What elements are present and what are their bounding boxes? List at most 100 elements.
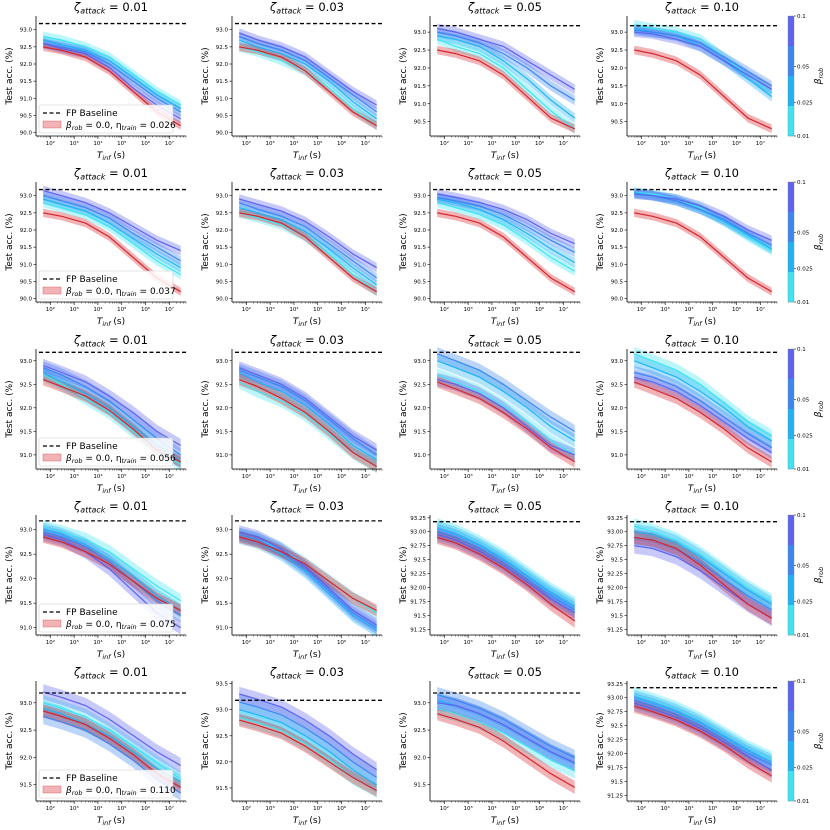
band-series-0 bbox=[239, 42, 377, 130]
y-tick-label: 93.0 bbox=[20, 528, 33, 534]
y-tick-label: 91.0 bbox=[20, 96, 33, 102]
legend-red-swatch bbox=[42, 286, 62, 295]
x-axis-label: Tinf (s) bbox=[491, 317, 519, 328]
panel-title: ζattack = 0.10 bbox=[664, 333, 739, 349]
band-series-0 bbox=[437, 707, 575, 794]
x-tick-label: 10⁶ bbox=[141, 639, 151, 646]
x-tick-label: 10⁴ bbox=[289, 639, 299, 646]
x-tick-label: 10⁷ bbox=[559, 473, 568, 480]
band-series-0 bbox=[239, 208, 377, 296]
y-tick-label: 90.5 bbox=[20, 279, 33, 285]
x-tick-label: 10³ bbox=[70, 473, 79, 480]
colorbar-segment bbox=[788, 106, 794, 137]
y-tick-label: 92.5 bbox=[414, 728, 427, 734]
x-axis-label: Tinf (s) bbox=[97, 317, 125, 328]
x-tick-label: 10⁷ bbox=[165, 805, 174, 812]
y-tick-label: 93.0 bbox=[20, 701, 33, 707]
band-series-4 bbox=[437, 700, 575, 779]
band-series-1 bbox=[437, 695, 575, 771]
x-tick-label: 10⁴ bbox=[487, 473, 497, 480]
x-axis-label: Tinf (s) bbox=[293, 816, 321, 827]
line-series-3 bbox=[239, 709, 378, 786]
line-series-2 bbox=[239, 701, 378, 779]
y-tick-label: 93.0 bbox=[414, 194, 427, 200]
panel-r4-c3: ζattack = 0.05 91.25 91.5 91.75 92.00 92.25 92… bbox=[399, 499, 581, 661]
band-series-3 bbox=[239, 35, 377, 124]
x-tick-label: 10⁶ bbox=[141, 306, 151, 313]
band-series-2 bbox=[43, 525, 181, 623]
colorbar-tick-label: 0.05 bbox=[797, 230, 810, 236]
y-tick-label: 93.0 bbox=[20, 194, 33, 200]
y-tick-label: 91.25 bbox=[607, 627, 623, 633]
line-series-3 bbox=[43, 198, 181, 269]
y-tick-label: 91.5 bbox=[414, 783, 427, 789]
band-series-3 bbox=[239, 702, 377, 793]
band-series-0 bbox=[634, 699, 772, 783]
panel-r4-c1: ζattack = 0.01 91.0 91.5 92.0 92.5 93.0 10² 10³… bbox=[5, 499, 187, 661]
x-tick-label: 10⁴ bbox=[487, 306, 497, 313]
y-tick-label: 92.5 bbox=[20, 552, 33, 558]
y-tick-label: 92.0 bbox=[20, 62, 33, 68]
y-tick-label: 93.0 bbox=[216, 359, 229, 365]
x-tick-label: 10⁶ bbox=[535, 140, 545, 147]
x-axis-label: Tinf (s) bbox=[293, 317, 321, 328]
x-tick-label: 10² bbox=[46, 805, 55, 812]
y-tick-label: 92.0 bbox=[611, 228, 624, 234]
y-tick-label: 91.0 bbox=[20, 453, 33, 459]
x-axis-label: Tinf (s) bbox=[688, 816, 716, 827]
panel-title: ζattack = 0.03 bbox=[269, 499, 344, 515]
y-tick-label: 92.00 bbox=[607, 752, 623, 758]
line-series-0 bbox=[239, 212, 377, 293]
panel-r3-c4: ζattack = 0.10 91.0 91.5 92.0 92.5 93.0 10² 10³… bbox=[596, 333, 825, 495]
x-axis-label: Tinf (s) bbox=[293, 484, 321, 495]
y-tick-label: 91.5 bbox=[216, 429, 229, 435]
line-series-2 bbox=[436, 353, 576, 432]
colorbar-frame bbox=[787, 15, 795, 137]
x-tick-label: 10³ bbox=[266, 805, 275, 812]
panel-title: ζattack = 0.05 bbox=[467, 665, 542, 681]
line-series-3 bbox=[634, 697, 772, 763]
line-series-2 bbox=[437, 694, 575, 758]
colorbar-tick-label: 0.1 bbox=[797, 14, 806, 20]
colorbar-frame bbox=[787, 680, 795, 802]
y-tick-label: 91.5 bbox=[414, 613, 427, 619]
y-tick-label: 91.0 bbox=[20, 262, 33, 268]
x-tick-label: 10⁴ bbox=[93, 306, 103, 313]
y-tick-label: 90.0 bbox=[20, 297, 33, 303]
x-tick-label: 10⁴ bbox=[289, 473, 299, 480]
x-axis-label: Tinf (s) bbox=[491, 484, 519, 495]
y-axis-label: Test acc. (%) bbox=[201, 380, 211, 438]
line-series-0 bbox=[633, 381, 773, 463]
x-tick-label: 10⁵ bbox=[313, 805, 322, 812]
band-series-1 bbox=[239, 361, 377, 457]
line-series-1 bbox=[239, 693, 378, 771]
x-tick-label: 10² bbox=[440, 639, 449, 646]
y-tick-label: 91.0 bbox=[611, 453, 624, 459]
colorbar-label: βrob bbox=[814, 733, 825, 751]
y-tick-label: 91.0 bbox=[414, 453, 427, 459]
line-series-2 bbox=[43, 195, 182, 262]
line-series-1 bbox=[238, 32, 377, 106]
x-tick-label: 10³ bbox=[464, 306, 473, 313]
x-tick-label: 10⁵ bbox=[708, 306, 717, 313]
x-tick-label: 10³ bbox=[661, 805, 670, 812]
panel-r1-c2: ζattack = 0.03 90.0 90.5 91.0 91.5 92.0 92.5 93… bbox=[201, 0, 383, 162]
y-tick-label: 92.0 bbox=[414, 228, 427, 234]
band-series-2 bbox=[43, 190, 181, 266]
band-series-1 bbox=[43, 684, 181, 774]
y-tick-label: 91.75 bbox=[410, 600, 426, 606]
band-series-0 bbox=[239, 713, 377, 797]
legend: FP Baseline βrob = 0.0, ηtrain = 0.056 bbox=[38, 437, 176, 467]
y-tick-label: 92.0 bbox=[20, 755, 33, 761]
line-series-0 bbox=[239, 46, 377, 127]
y-axis-label: Test acc. (%) bbox=[5, 546, 15, 604]
x-axis-label: Tinf (s) bbox=[491, 650, 519, 661]
y-tick-label: 90.5 bbox=[414, 279, 427, 285]
colorbar-segment bbox=[788, 605, 794, 636]
line-series-1 bbox=[43, 691, 181, 767]
band-series-0 bbox=[43, 531, 181, 617]
legend: FP Baseline βrob = 0.0, ηtrain = 0.037 bbox=[38, 270, 176, 300]
x-tick-label: 10⁷ bbox=[559, 639, 568, 646]
x-tick-label: 10² bbox=[242, 639, 251, 646]
line-series-1 bbox=[42, 364, 182, 447]
